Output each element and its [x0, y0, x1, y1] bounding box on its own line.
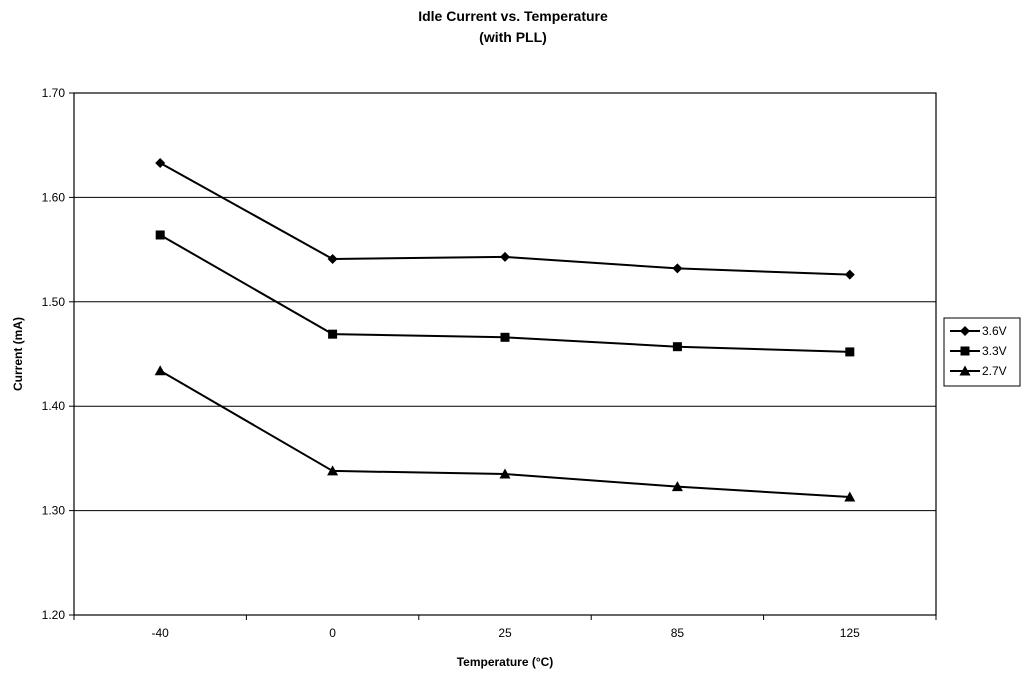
chart-title: Idle Current vs. Temperature: [418, 8, 608, 24]
legend-label-3-6v: 3.6V: [982, 324, 1007, 338]
data-point-2-7v: [844, 491, 856, 502]
x-axis: -40 0 25 85 125: [73, 615, 937, 640]
y-tick-label: 1.60: [42, 190, 66, 204]
data-point-3-6v: [500, 251, 510, 262]
data-point-3-3v: [328, 329, 338, 339]
x-tick-label: 25: [498, 626, 512, 640]
y-tick-label: 1.20: [42, 608, 66, 622]
data-point-3-6v: [672, 263, 683, 274]
plot-area: [73, 92, 937, 616]
legend-label-3-3v: 3.3V: [982, 344, 1007, 358]
chart-subtitle: (with PLL): [479, 29, 547, 45]
y-tick-label: 1.50: [42, 295, 66, 309]
series-group: [154, 157, 856, 502]
data-point-2-7v: [154, 365, 166, 376]
x-axis-label: Temperature (°C): [457, 655, 554, 669]
y-tick-label: 1.40: [42, 399, 66, 413]
legend-marker-3-3v: [960, 346, 970, 356]
data-point-3-6v: [844, 269, 855, 280]
data-point-2-7v: [327, 465, 339, 476]
y-tick-label: 1.30: [42, 504, 66, 518]
x-tick-label: 125: [840, 626, 860, 640]
data-point-3-3v: [672, 342, 682, 352]
legend-marker-3-6v: [960, 326, 970, 336]
x-tick-label: 0: [329, 626, 336, 640]
y-axis: 1.20 1.30 1.40 1.50 1.60 1.70: [42, 86, 74, 622]
data-point-3-3v: [155, 230, 165, 240]
gridlines: [74, 196, 936, 512]
data-point-2-7v: [671, 481, 683, 492]
data-point-3-6v: [327, 253, 338, 264]
data-point-3-3v: [845, 347, 855, 357]
data-point-3-6v: [155, 157, 166, 168]
legend-label-2-7v: 2.7V: [982, 364, 1007, 378]
y-tick-label: 1.70: [42, 86, 66, 100]
x-tick-label: 85: [671, 626, 685, 640]
legend-marker-2-7v: [959, 365, 971, 376]
data-point-3-3v: [500, 332, 510, 342]
x-tick-label: -40: [152, 626, 170, 640]
data-point-2-7v: [499, 468, 511, 479]
legend: 3.6V 3.3V 2.7V: [943, 317, 1021, 387]
y-axis-label: Current (mA): [11, 317, 25, 391]
